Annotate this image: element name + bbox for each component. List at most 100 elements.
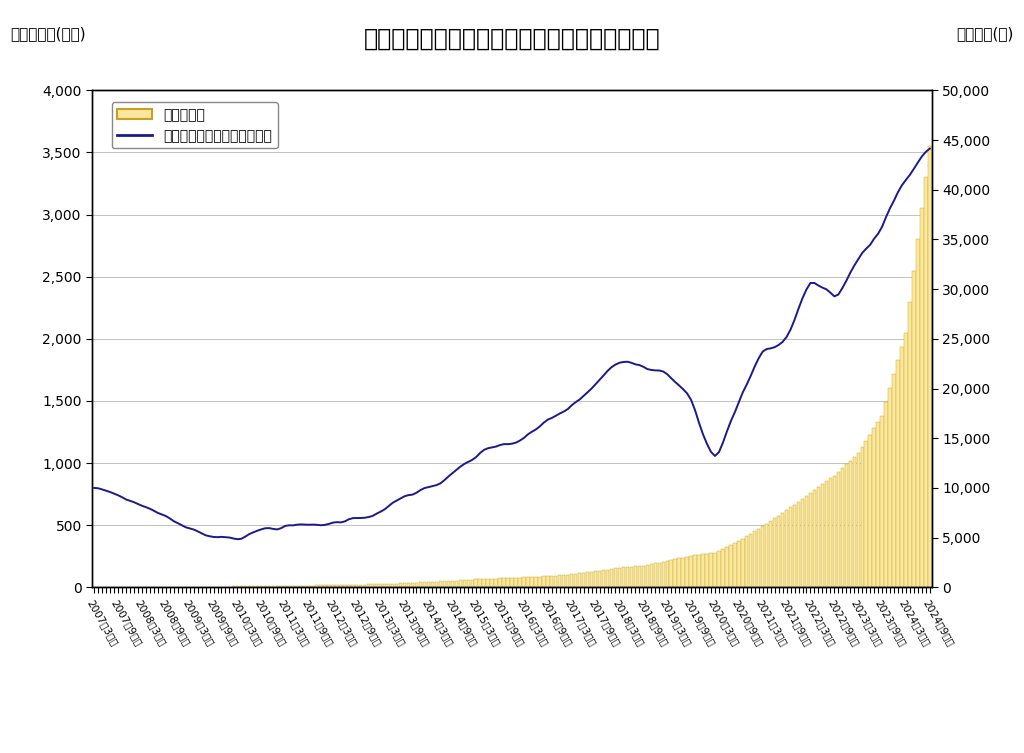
Bar	[455, 581, 458, 587]
Bar	[729, 545, 732, 587]
Bar	[335, 585, 339, 587]
Bar	[801, 498, 804, 587]
Bar	[284, 586, 287, 587]
Bar	[442, 581, 446, 587]
Bar	[805, 495, 808, 587]
Bar	[689, 556, 693, 587]
Bar	[395, 584, 398, 587]
Bar	[427, 582, 430, 587]
Bar	[849, 461, 852, 587]
Bar	[745, 536, 749, 587]
Bar	[741, 539, 744, 587]
Bar	[813, 490, 816, 587]
Bar	[379, 584, 382, 587]
Bar	[828, 478, 833, 587]
Bar	[578, 573, 582, 587]
Bar	[864, 441, 868, 587]
Bar	[546, 576, 550, 587]
Bar	[928, 146, 932, 587]
Bar	[530, 577, 534, 587]
Bar	[539, 577, 542, 587]
Bar	[446, 581, 450, 587]
Bar	[391, 584, 394, 587]
Bar	[431, 582, 434, 587]
Bar	[271, 586, 274, 587]
Bar	[435, 581, 438, 587]
Bar	[860, 447, 864, 587]
Bar	[375, 584, 379, 587]
Bar	[303, 586, 307, 587]
Bar	[642, 566, 645, 587]
Bar	[657, 562, 660, 587]
Bar	[681, 557, 685, 587]
Bar	[522, 578, 525, 587]
Bar	[701, 554, 705, 587]
Bar	[885, 402, 888, 587]
Text: 基準価額(円): 基準価額(円)	[956, 26, 1014, 41]
Bar	[598, 571, 601, 587]
Bar	[275, 586, 279, 587]
Bar	[925, 178, 928, 587]
Bar	[554, 575, 557, 587]
Bar	[367, 584, 371, 587]
Bar	[714, 553, 717, 587]
Bar	[753, 532, 757, 587]
Bar	[474, 579, 478, 587]
Bar	[750, 534, 753, 587]
Bar	[666, 561, 669, 587]
Bar	[319, 585, 323, 587]
Bar	[602, 570, 605, 587]
Bar	[311, 586, 314, 587]
Bar	[295, 586, 299, 587]
Bar	[415, 583, 418, 587]
Bar	[622, 567, 625, 587]
Bar	[324, 585, 327, 587]
Text: 純資産総額(億円): 純資産総額(億円)	[10, 26, 86, 41]
Bar	[670, 560, 673, 587]
Bar	[292, 586, 295, 587]
Bar	[765, 524, 768, 587]
Bar	[685, 556, 689, 587]
Bar	[721, 549, 725, 587]
Bar	[574, 574, 578, 587]
Bar	[845, 465, 848, 587]
Bar	[288, 586, 291, 587]
Bar	[697, 555, 700, 587]
Bar	[809, 493, 812, 587]
Bar	[630, 567, 633, 587]
Bar	[514, 578, 518, 587]
Bar	[419, 583, 422, 587]
Bar	[506, 578, 510, 587]
Bar	[339, 585, 343, 587]
Bar	[267, 586, 271, 587]
Bar	[328, 585, 331, 587]
Bar	[788, 508, 793, 587]
Bar	[558, 575, 561, 587]
Bar	[399, 584, 402, 587]
Bar	[781, 513, 784, 587]
Bar	[912, 270, 915, 587]
Bar	[582, 573, 586, 587]
Bar	[550, 576, 554, 587]
Bar	[402, 584, 407, 587]
Bar	[407, 583, 411, 587]
Bar	[371, 584, 375, 587]
Bar	[343, 585, 346, 587]
Bar	[423, 582, 426, 587]
Bar	[606, 569, 609, 587]
Bar	[566, 575, 569, 587]
Bar	[820, 484, 824, 587]
Bar	[280, 586, 283, 587]
Bar	[717, 550, 721, 587]
Bar	[387, 584, 390, 587]
Bar	[467, 580, 470, 587]
Text: 基準価額と純資産総額の推移（設定来／月次）: 基準価額と純資産総額の推移（設定来／月次）	[364, 26, 660, 50]
Bar	[562, 575, 565, 587]
Bar	[833, 476, 836, 587]
Bar	[617, 568, 622, 587]
Bar	[482, 579, 485, 587]
Bar	[649, 564, 653, 587]
Bar	[470, 580, 474, 587]
Bar	[793, 505, 797, 587]
Bar	[438, 581, 442, 587]
